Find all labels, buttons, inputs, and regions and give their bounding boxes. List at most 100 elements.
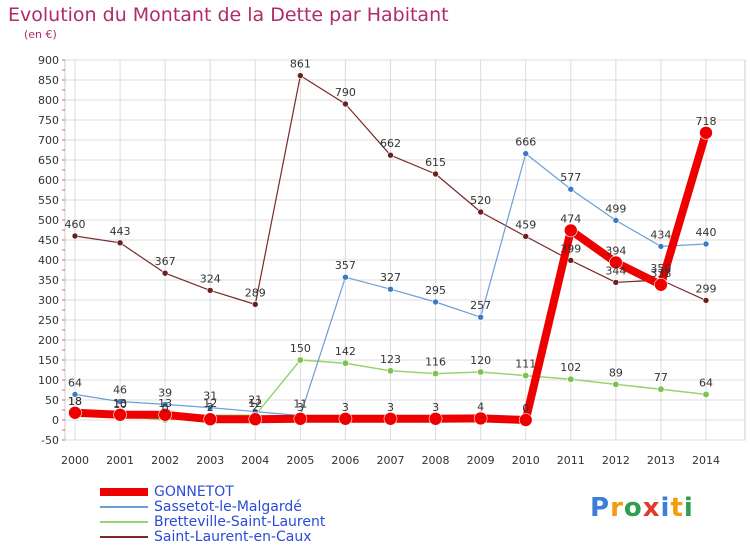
data-label: 0	[162, 402, 169, 415]
data-label: 11	[293, 398, 307, 411]
data-label: 77	[654, 371, 668, 384]
x-tick-label: 2014	[692, 454, 720, 467]
legend-label: GONNETOT	[154, 484, 234, 500]
y-tick-label: 500	[38, 214, 59, 227]
logo-letter: r	[610, 493, 624, 523]
y-tick-label: 400	[38, 254, 59, 267]
data-point	[71, 232, 79, 240]
data-point	[296, 356, 304, 364]
data-point	[68, 405, 82, 420]
data-point	[518, 413, 533, 427]
data-point	[567, 375, 575, 383]
data-point	[654, 277, 668, 292]
data-point	[387, 285, 394, 293]
data-label: 39	[158, 386, 172, 399]
data-point	[477, 313, 484, 321]
data-point	[386, 367, 394, 375]
data-point	[563, 223, 578, 238]
data-label: 577	[560, 171, 581, 184]
data-point	[342, 273, 349, 281]
data-label: 257	[470, 299, 491, 312]
y-tick-label: 600	[38, 174, 59, 187]
data-label: 790	[335, 86, 356, 99]
proxiti-logo: Proxiti	[590, 493, 694, 523]
data-label: 13	[158, 397, 172, 410]
data-label: 120	[470, 354, 491, 367]
logo-letter: P	[590, 493, 611, 523]
data-label: 31	[203, 390, 217, 403]
data-label: 434	[650, 228, 671, 241]
legend-item: Bretteville-Saint-Laurent	[100, 514, 326, 530]
data-label: 64	[68, 376, 82, 389]
data-point	[477, 208, 484, 216]
data-point	[432, 370, 440, 378]
data-point	[158, 407, 172, 422]
data-point	[702, 390, 710, 398]
data-point	[567, 257, 575, 264]
data-label: 474	[560, 212, 581, 225]
data-point	[387, 151, 394, 159]
data-label: 123	[380, 353, 401, 366]
data-point	[116, 398, 124, 405]
data-point	[432, 298, 439, 306]
x-tick-label: 2012	[602, 454, 630, 467]
data-label: 3	[297, 401, 304, 414]
y-tick-label: 50	[45, 394, 59, 407]
data-label: 459	[515, 218, 536, 231]
legend-swatch	[100, 521, 148, 523]
data-label: 46	[113, 384, 127, 397]
data-label: 440	[696, 226, 717, 239]
data-point	[522, 372, 530, 380]
data-label: 10	[113, 398, 127, 411]
data-point	[657, 385, 665, 393]
data-label: 295	[425, 284, 446, 297]
data-label: 718	[696, 115, 717, 128]
data-label: 12	[203, 397, 217, 410]
data-point	[473, 411, 488, 426]
data-point	[206, 404, 214, 411]
data-point	[657, 243, 665, 250]
data-point	[428, 411, 443, 426]
data-label: 394	[605, 244, 626, 257]
data-label: 327	[380, 271, 401, 284]
data-label: 666	[515, 136, 536, 149]
chart-legend: GONNETOT Sassetot-le-Malgardé Bretteville-…	[100, 484, 326, 545]
data-point	[293, 411, 308, 426]
data-point	[161, 401, 169, 408]
plot-area	[64, 59, 746, 441]
data-label: 0	[522, 402, 529, 415]
data-point	[702, 297, 710, 304]
data-label: 443	[110, 225, 131, 238]
data-point	[699, 126, 713, 140]
data-label: 116	[425, 356, 446, 369]
data-label: 18	[68, 395, 82, 408]
data-point	[161, 269, 169, 277]
data-point	[702, 240, 710, 248]
data-point	[248, 412, 263, 427]
x-tick-label: 2011	[557, 454, 585, 467]
x-tick-label: 2007	[377, 454, 405, 467]
logo-letter: i	[660, 493, 671, 523]
y-tick-label: 550	[38, 194, 59, 207]
data-point	[71, 391, 79, 398]
data-point	[206, 287, 214, 294]
data-label: 3	[342, 401, 349, 414]
x-tick-label: 2005	[286, 454, 314, 467]
data-label: 460	[65, 218, 86, 231]
data-label: 520	[470, 194, 491, 207]
data-label: 13	[113, 397, 127, 410]
data-label: 615	[425, 156, 446, 169]
x-tick-label: 2009	[467, 454, 495, 467]
data-label: 861	[290, 58, 311, 71]
x-tick-label: 2006	[331, 454, 359, 467]
x-tick-label: 2001	[106, 454, 134, 467]
logo-letter: o	[623, 493, 643, 523]
legend-swatch	[100, 488, 148, 496]
data-label: 662	[380, 137, 401, 150]
data-label: 4	[477, 400, 484, 413]
data-label: 299	[696, 282, 717, 295]
legend-item: Saint-Laurent-en-Caux	[100, 529, 325, 545]
x-tick-label: 2004	[241, 454, 269, 467]
data-point	[477, 368, 485, 376]
legend-label: Bretteville-Saint-Laurent	[154, 514, 326, 530]
